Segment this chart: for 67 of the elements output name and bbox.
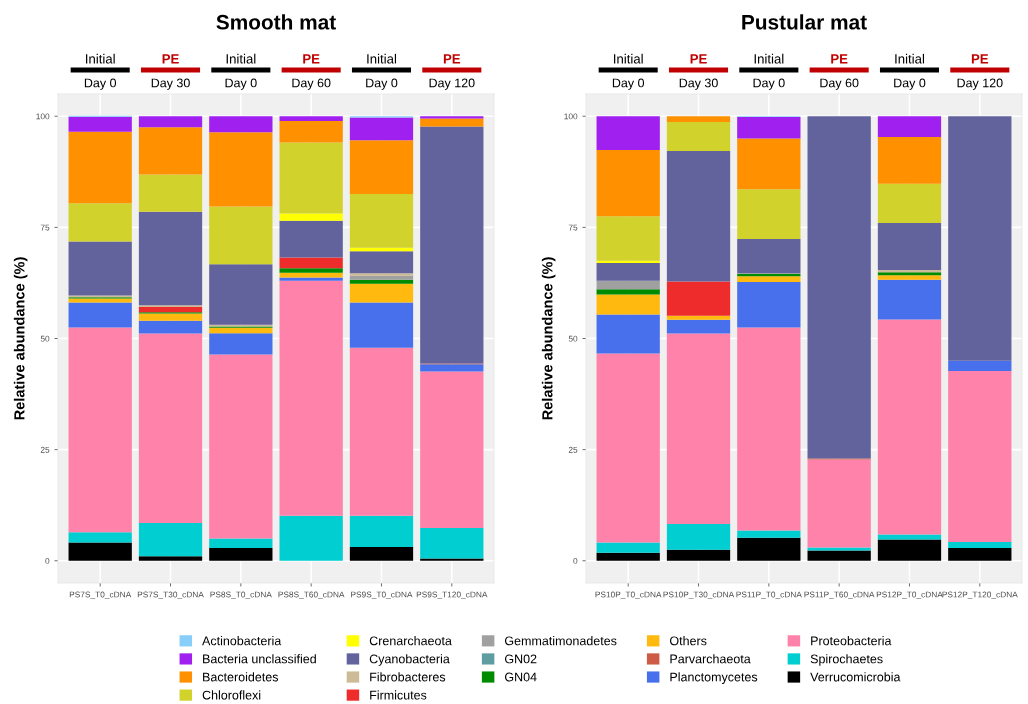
legend-label: Fibrobacteres [370, 672, 446, 682]
chart-title: Smooth mat [216, 14, 336, 30]
x-tick-label: PS7S_T30_cDNA [137, 591, 204, 600]
legend-label: Others [670, 636, 707, 646]
y-tick-label: 75 [568, 224, 578, 231]
y-tick-label: 50 [40, 335, 50, 342]
text: PE [162, 54, 179, 64]
text: Day 60 [292, 78, 331, 90]
y-tick-label: 50 [568, 335, 578, 342]
y-tick-label: 75 [40, 224, 50, 231]
legend-label: Chloroflexi [202, 690, 261, 700]
legend-label: GN02 [505, 654, 537, 664]
text: PE [443, 54, 461, 64]
text: Initial [226, 53, 256, 64]
x-tick-label: PS7S_T0_cDNA [69, 591, 132, 600]
x-tick-label: PS8S_T60_cDNA [278, 591, 345, 600]
y-tick-label: 0 [45, 557, 50, 564]
x-tick-label: PS11P_T60_cDNA [804, 591, 875, 600]
y-tick-label: 25 [568, 446, 578, 453]
text: Day 30 [151, 78, 190, 90]
text: Day 60 [820, 78, 859, 90]
legend-label: Verrucomicrobia [810, 672, 901, 682]
legend-label: Planctomycetes [670, 672, 758, 684]
legend-label: Proteobacteria [811, 636, 892, 646]
legend-label: GN04 [505, 672, 537, 682]
text: Day 0 [84, 78, 117, 90]
text: Initial [367, 53, 396, 64]
legend-label: Spirochaetes [810, 654, 883, 666]
y-axis-title: Relative abundance (%) [13, 257, 28, 420]
text: PE [690, 54, 707, 64]
text: Day 30 [679, 78, 718, 90]
text: Day 0 [366, 78, 398, 90]
legend-label: Crenarchaeota [369, 636, 452, 646]
y-tick-label: 0 [573, 557, 578, 564]
y-tick-label: 100 [36, 113, 50, 120]
legend-label: Bacteroidetes [203, 672, 279, 682]
x-tick-label: PS12P_T120_cDNA [942, 591, 1018, 600]
x-tick-label: PS8S_T0_cDNA [210, 591, 272, 600]
legend-label: Bacteria unclassified [203, 654, 316, 664]
text: PE [971, 54, 989, 64]
text: Day 0 [894, 78, 926, 90]
text: Day 0 [753, 78, 785, 90]
legend-label: Gemmatimonadetes [505, 636, 617, 646]
text: Initial [86, 53, 115, 64]
x-tick-label: PS11P_T0_cDNA [736, 591, 802, 600]
y-tick-label: 25 [40, 446, 50, 453]
text: Initial [754, 53, 784, 64]
legend-label: Actinobacteria [202, 636, 282, 646]
text: PE [303, 54, 320, 64]
legend-label: Parvarchaeota [670, 654, 751, 664]
legend-label: Firmicutes [370, 690, 427, 700]
x-tick-label: PS10P_T0_cDNA [595, 591, 662, 600]
legend-label: Cyanobacteria [369, 654, 450, 666]
x-tick-label: PS9S_T120_cDNA [416, 591, 488, 600]
text: PE [831, 54, 848, 64]
x-tick-label: PS12P_T0_cDNA [876, 591, 943, 600]
text: Day 0 [612, 78, 645, 90]
y-axis-title: Relative abundance (%) [541, 257, 556, 420]
chart-title: Pustular mat [742, 14, 867, 30]
text: Day 120 [957, 78, 1003, 90]
x-tick-label: PS10P_T30_cDNA [663, 591, 735, 600]
x-tick-label: PS9S_T0_cDNA [351, 591, 413, 600]
text: Initial [614, 53, 643, 64]
text: Day 0 [225, 78, 257, 90]
text: Day 120 [429, 78, 475, 90]
y-tick-label: 100 [564, 113, 578, 120]
text: Initial [895, 53, 924, 64]
